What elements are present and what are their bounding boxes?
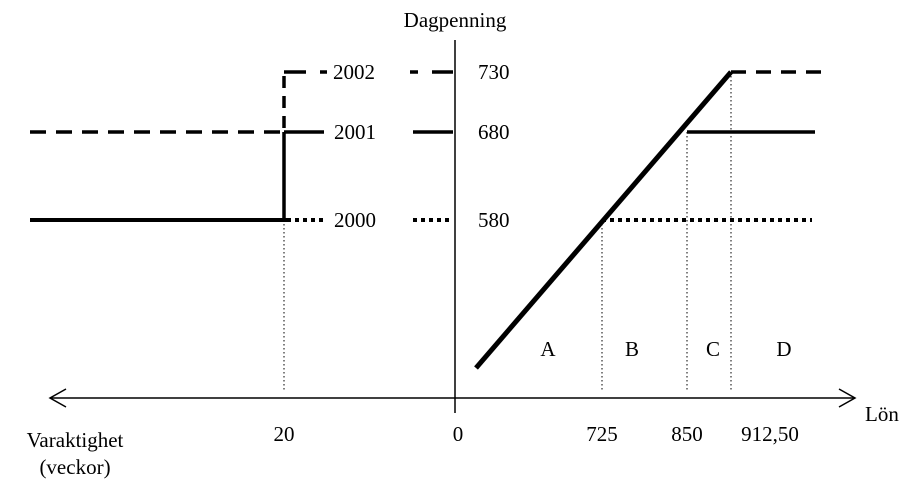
reference-lines [283,72,732,390]
year-label-2001: 2001 [334,120,376,144]
level-2002-lines [282,70,828,128]
duration-tick-0: 0 [453,422,464,446]
amount-label-580: 580 [478,208,510,232]
amount-label-730: 730 [478,60,510,84]
region-label-d: D [776,337,791,361]
right-arrowhead [838,388,857,408]
wage-tick-850: 850 [671,422,703,446]
year-label-2002: 2002 [333,60,375,84]
year-label-2000: 2000 [334,208,376,232]
level-2001-lines [30,130,815,220]
region-label-a: A [540,337,556,361]
benefit-slope-line [474,70,733,370]
wage-tick-912-50: 912,50 [741,422,799,446]
wage-tick-725: 725 [586,422,618,446]
axes [48,40,857,413]
x-axis-label-left-line1: Varaktighet [27,428,124,452]
x-axis-label-left-line2: (veckor) [39,455,110,479]
y-axis-label: Dagpenning [404,8,507,32]
region-label-c: C [706,337,720,361]
duration-tick-20: 20 [274,422,295,446]
amount-label-680: 680 [478,120,510,144]
region-label-b: B [625,337,639,361]
x-axis-label-right: Lön [865,402,899,426]
left-arrowhead [48,388,67,408]
